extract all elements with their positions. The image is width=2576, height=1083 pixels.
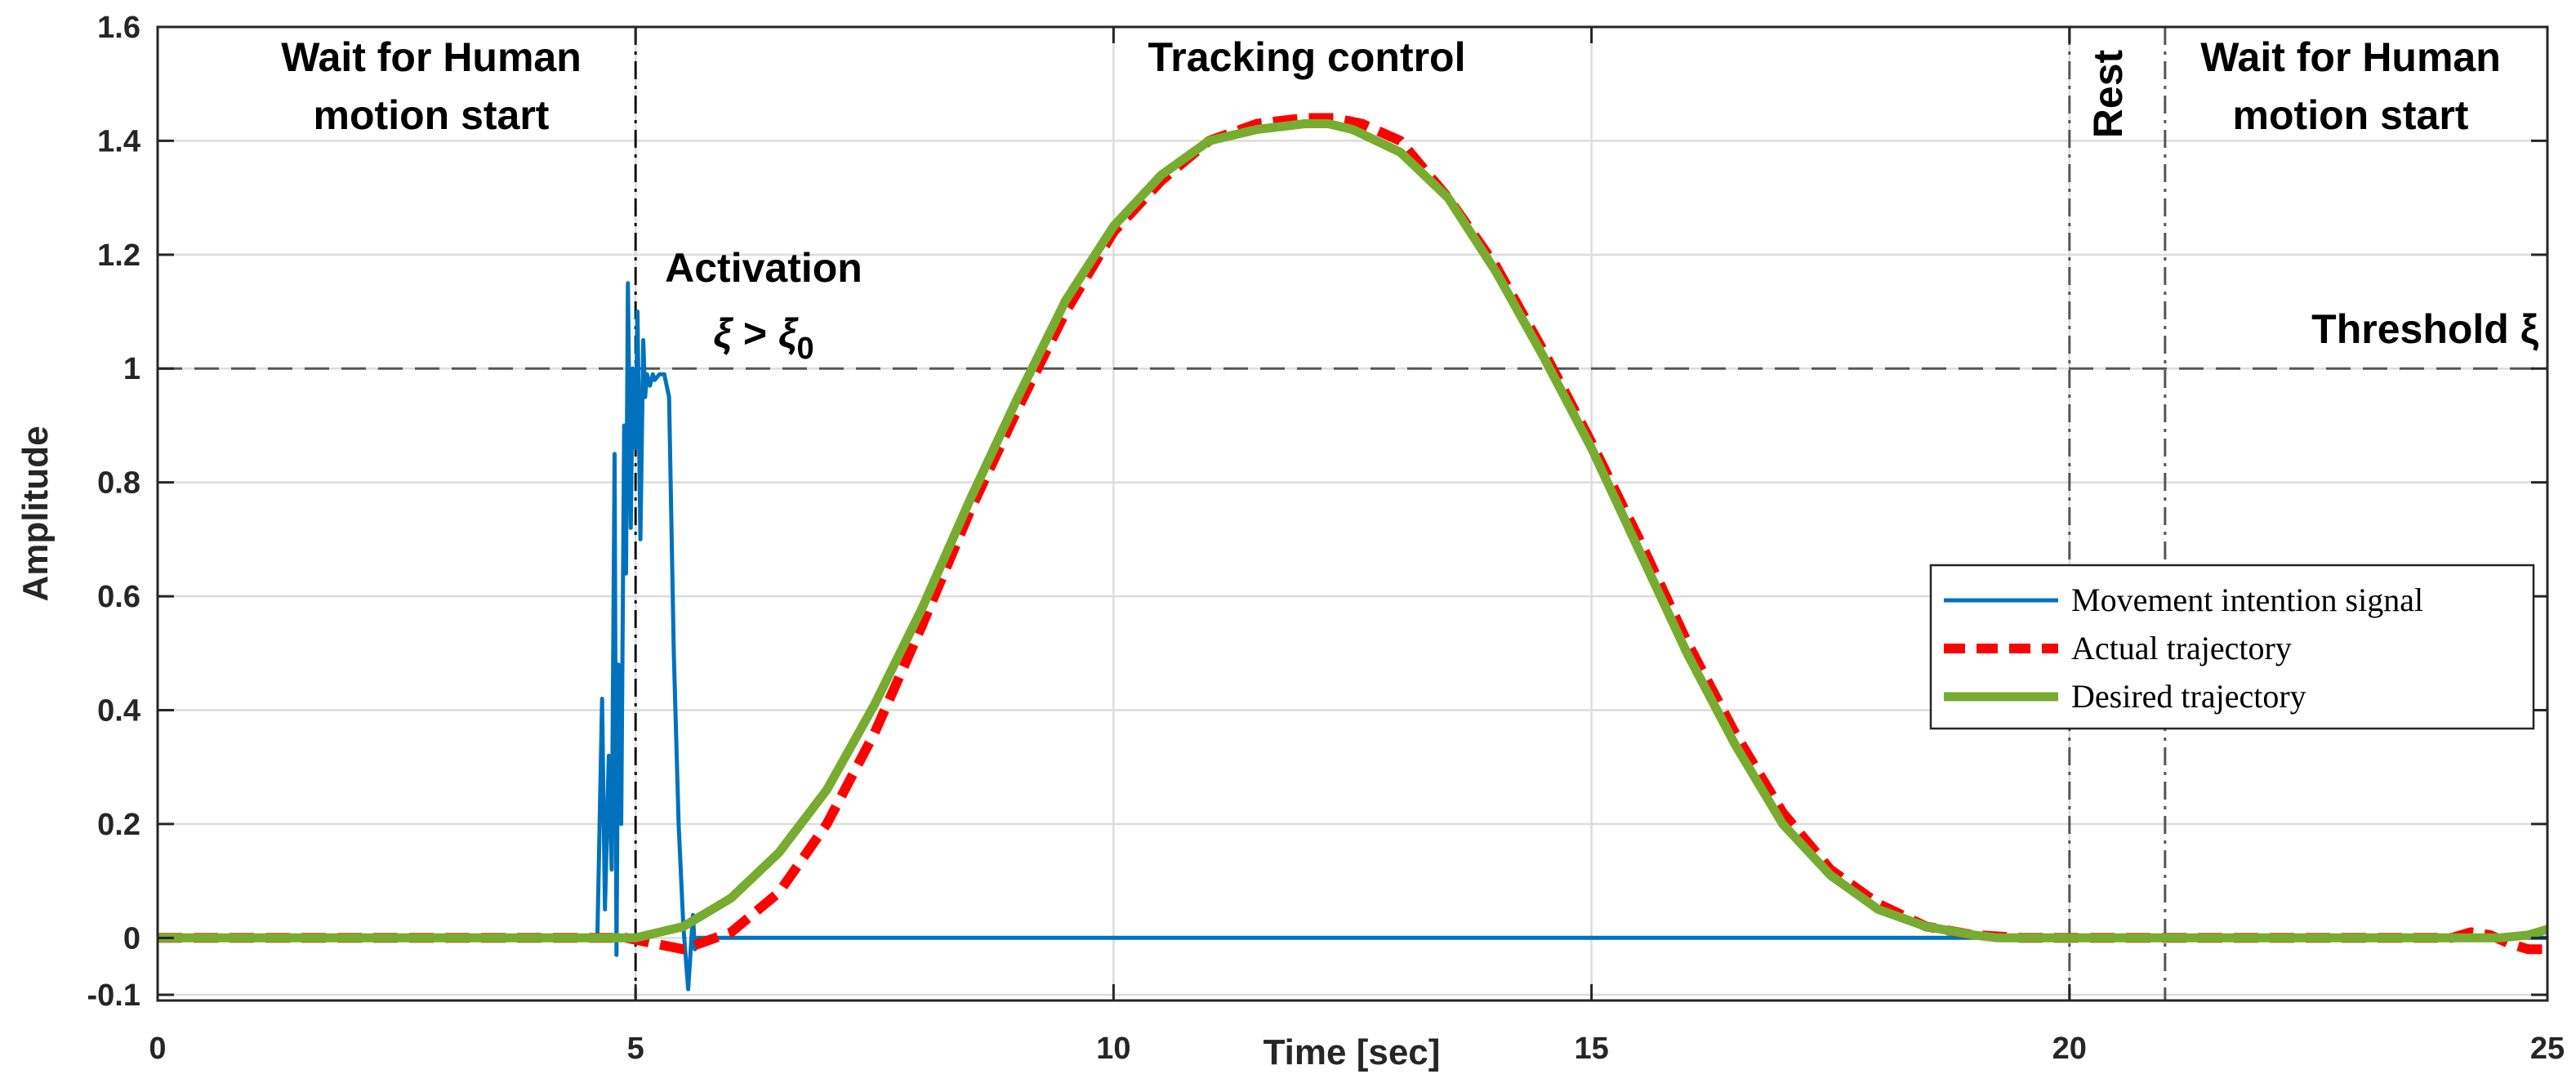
x-tick-label-0: 0 (149, 1032, 166, 1066)
y-tick-label-6: 1 (123, 352, 140, 386)
activation-xi: ξ (713, 310, 733, 356)
activation-condition: ξ > ξ0 (713, 310, 813, 366)
legend-label-actual: Actual trajectory (2071, 630, 2292, 666)
plot-background (158, 27, 2547, 1001)
y-tick-label-8: 1.4 (97, 124, 140, 158)
phase3-label-line2: motion start (2233, 92, 2469, 138)
x-tick-label-4: 20 (2052, 1032, 2087, 1066)
ticks: 0 5 10 15 20 25 -0.1 0 0.2 0.4 0.6 0.8 1 1.2 1.4 1.6 (87, 11, 2565, 1066)
activation-xi0: ξ (778, 310, 799, 356)
y-tick-label-3: 0.4 (97, 693, 140, 728)
rest-label: Rest (2085, 49, 2131, 138)
plot-frame (156, 25, 2549, 1002)
activation-gt: > (743, 310, 767, 356)
series-desired-trajectory (158, 119, 2547, 943)
legend-box (1929, 564, 2535, 730)
y-tick-label-4: 0.6 (97, 580, 140, 614)
y-tick-label-2: 0.2 (97, 808, 140, 842)
phase1-label-line2: motion start (314, 92, 550, 138)
activation-subscript: 0 (796, 332, 813, 366)
series-movement-intention-signal (158, 281, 2547, 992)
y-tick-label-9: 1.6 (97, 11, 140, 45)
x-tick-label-1: 5 (627, 1032, 644, 1066)
x-tick-label-3: 15 (1574, 1032, 1608, 1066)
legend-label-intention: Movement intention signal (2071, 582, 2423, 618)
y-tick-label-1: 0 (123, 921, 140, 956)
legend-label-desired: Desired trajectory (2071, 678, 2306, 715)
activation-label: Activation (665, 245, 862, 291)
phase1-label-line1: Wait for Human (281, 34, 582, 80)
series-layer (158, 113, 2547, 992)
tracking-label: Tracking control (1148, 34, 1466, 80)
phase3-label-line1: Wait for Human (2200, 34, 2501, 80)
x-axis-label: Time [sec] (1263, 1032, 1441, 1072)
phase-lines (634, 27, 2167, 1001)
x-tick-label-2: 10 (1096, 1032, 1130, 1066)
threshold-label: Threshold ξ (2311, 306, 2539, 352)
y-tick-label-7: 1.2 (97, 238, 140, 273)
y-axis-label: Amplitude (16, 426, 56, 601)
y-tick-label-5: 0.8 (97, 466, 140, 501)
y-tick-label-0: -0.1 (87, 978, 140, 1013)
x-tick-label-5: 25 (2530, 1032, 2565, 1066)
legend: Movement intention signal Actual traject… (1929, 564, 2535, 730)
